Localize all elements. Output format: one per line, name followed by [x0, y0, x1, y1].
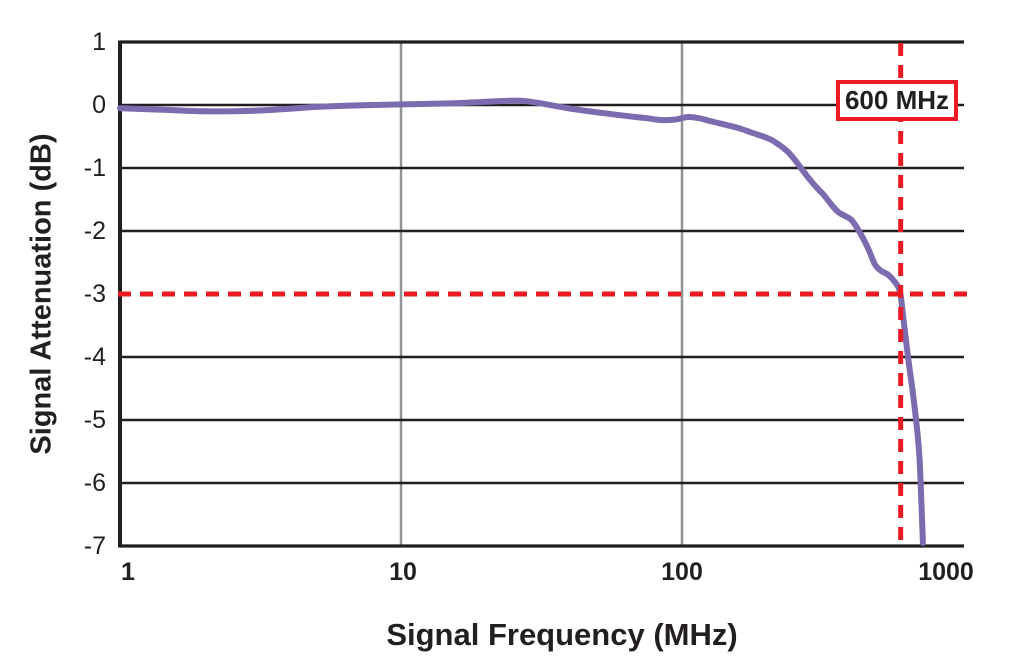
x-tick-label: 1000 [918, 558, 974, 586]
y-tick-label: 0 [92, 91, 106, 119]
y-tick-label: -7 [83, 532, 106, 560]
attenuation-curve [117, 97, 926, 546]
y-tick-label: -1 [83, 154, 106, 182]
y-tick-label: -2 [83, 217, 106, 245]
x-tick-label: 1 [121, 558, 135, 586]
y-tick-label: -4 [83, 343, 106, 371]
x-tick-label: 100 [661, 558, 703, 586]
x-tick-label: 10 [389, 558, 417, 586]
y-tick-label: -6 [83, 469, 106, 497]
x-axis-title: Signal Frequency (MHz) [386, 617, 738, 652]
y-tick-label: -5 [83, 406, 106, 434]
y-tick-label: -3 [83, 280, 106, 308]
cutoff-frequency-label: 600 MHz [836, 80, 958, 121]
y-tick-label: 1 [92, 28, 106, 56]
